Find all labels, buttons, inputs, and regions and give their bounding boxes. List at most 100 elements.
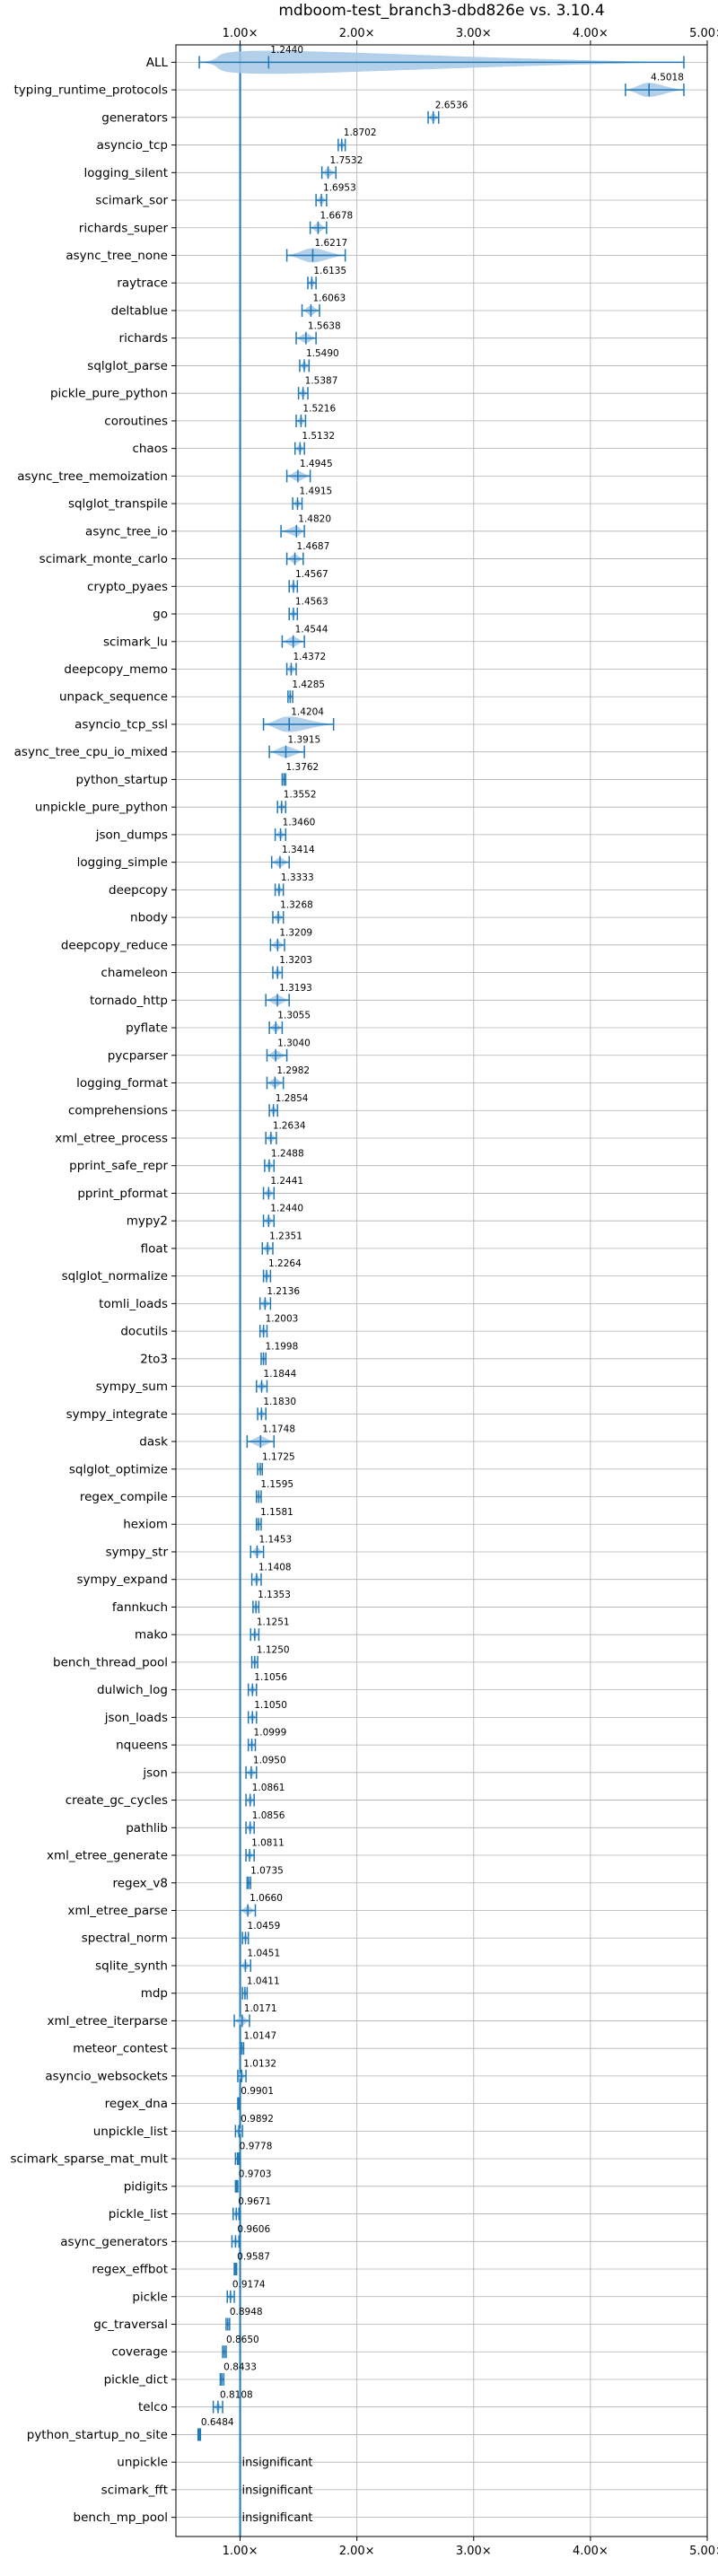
category-label: json_dumps [95,828,168,842]
category-label: python_startup_no_site [27,2428,168,2442]
category-label: sqlglot_parse [87,359,168,373]
value-label: 0.8650 [226,2335,259,2345]
category-label: nbody [130,911,168,925]
value-label: 1.0950 [253,1755,286,1766]
category-label: chameleon [101,966,168,980]
value-label: 1.3915 [287,734,320,745]
category-label: unpickle [117,2456,168,2470]
category-label: float [141,1241,168,1256]
x-tick-label-top: 3.00× [456,27,492,40]
value-label: 1.1056 [254,1672,287,1683]
category-label: hexiom [123,1518,168,1532]
x-tick-label-bottom: 2.00× [339,2545,375,2558]
x-tick-label-top: 1.00× [223,27,258,40]
category-label: sympy_str [106,1545,169,1559]
value-label: 1.3762 [286,762,320,773]
value-label: 1.0999 [254,1728,287,1739]
category-label: sympy_sum [96,1380,168,1394]
category-label: fannkuch [112,1600,168,1615]
value-label: 1.2440 [270,45,303,56]
category-label: sympy_expand [76,1573,168,1587]
value-label: 1.3055 [277,1011,311,1021]
value-label: 0.9892 [241,2114,274,2125]
category-label: unpickle_list [93,2125,168,2139]
value-label: 1.2440 [270,1204,303,1214]
value-label: 1.7532 [330,155,363,166]
category-label: richards_super [79,221,169,235]
value-label: 1.2441 [270,1176,303,1187]
category-label: async_tree_cpu_io_mixed [14,745,168,759]
category-label: async_tree_io [85,524,168,539]
value-label: 1.2634 [273,1121,306,1132]
category-label: tornado_http [90,994,168,1008]
category-label: crypto_pyaes [87,580,168,594]
value-label: 1.3333 [281,872,314,883]
category-label: pidigits [124,2179,168,2194]
category-label: coverage [111,2345,168,2360]
category-label: scimark_sparse_mat_mult [11,2152,168,2167]
value-label: 1.4285 [292,679,325,690]
category-label: pprint_safe_repr [69,1159,168,1173]
category-label: ALL [146,56,169,70]
value-label: 1.6063 [312,294,346,304]
value-label: 1.1250 [257,1644,290,1655]
insignificant-label: insignificant [242,2484,313,2497]
value-label: 1.1408 [258,1562,292,1573]
value-label: 1.2136 [267,1286,300,1297]
category-label: asyncio_tcp_ssl [74,717,168,732]
x-tick-label-top: 4.00× [573,27,609,40]
category-label: dulwich_log [97,1683,168,1697]
chart-title: mdboom-test_branch3-dbd826e vs. 3.10.4 [278,2,604,20]
value-label: 1.0856 [252,1810,285,1821]
category-label: regex_effbot [92,2263,168,2277]
value-label: 1.1725 [262,1451,295,1462]
category-label: scimark_monte_carlo [39,552,168,566]
value-label: 1.4687 [297,541,330,552]
category-label: xml_etree_generate [47,1849,168,1863]
value-label: 0.9671 [238,2196,271,2207]
value-label: 0.8108 [220,2389,253,2400]
category-label: bench_thread_pool [53,1655,168,1669]
value-label: 1.6678 [320,210,353,221]
value-label: 1.6135 [313,266,346,276]
value-label: 0.9587 [237,2252,270,2263]
insignificant-label: insignificant [242,2511,313,2525]
value-label: 1.1453 [258,1535,292,1546]
value-label: 2.6536 [435,100,468,110]
value-label: 1.1844 [264,1369,297,1380]
value-label: 1.0411 [247,1976,280,1986]
value-label: 1.0451 [247,1949,280,1959]
value-label: 1.4945 [300,459,333,469]
value-label: 1.0861 [252,1783,285,1793]
grid-layer [176,45,708,2537]
x-tick-label-bottom: 3.00× [456,2545,492,2558]
value-label: 1.1595 [260,1479,293,1490]
category-label: unpickle_pure_python [35,801,168,815]
value-label: 4.5018 [651,73,684,83]
value-label: 1.3268 [280,900,313,911]
category-label: pickle_pure_python [50,387,168,401]
category-label: mypy2 [127,1214,168,1229]
value-label: 0.9778 [240,2142,273,2152]
category-label: create_gc_cycles [66,1793,168,1808]
category-label: asyncio_websockets [45,2069,168,2083]
value-label: 1.1353 [258,1590,291,1600]
category-label: regex_compile [80,1490,168,1504]
category-label: sympy_integrate [66,1407,168,1422]
category-label: async_tree_memoization [17,469,168,484]
category-label: raytrace [117,276,168,291]
category-label: xml_etree_iterparse [48,2014,169,2028]
value-label: 1.4372 [293,652,326,662]
category-label: xml_etree_parse [67,1904,168,1918]
x-tick-label-top: 5.00× [689,27,718,40]
category-label: async_tree_none [66,249,168,263]
tick-layer: 1.00× 1.00× 2.00× 2.00× 3.00× 3.00× 4.00× 4.00×… [11,27,718,2558]
value-label: 1.2982 [276,1065,310,1076]
category-label: pickle_list [109,2207,168,2221]
category-label: logging_silent [84,166,168,180]
category-label: async_generators [60,2235,168,2249]
value-label: 1.4563 [295,597,328,608]
x-tick-label-bottom: 1.00× [223,2545,258,2558]
category-label: comprehensions [68,1104,168,1118]
